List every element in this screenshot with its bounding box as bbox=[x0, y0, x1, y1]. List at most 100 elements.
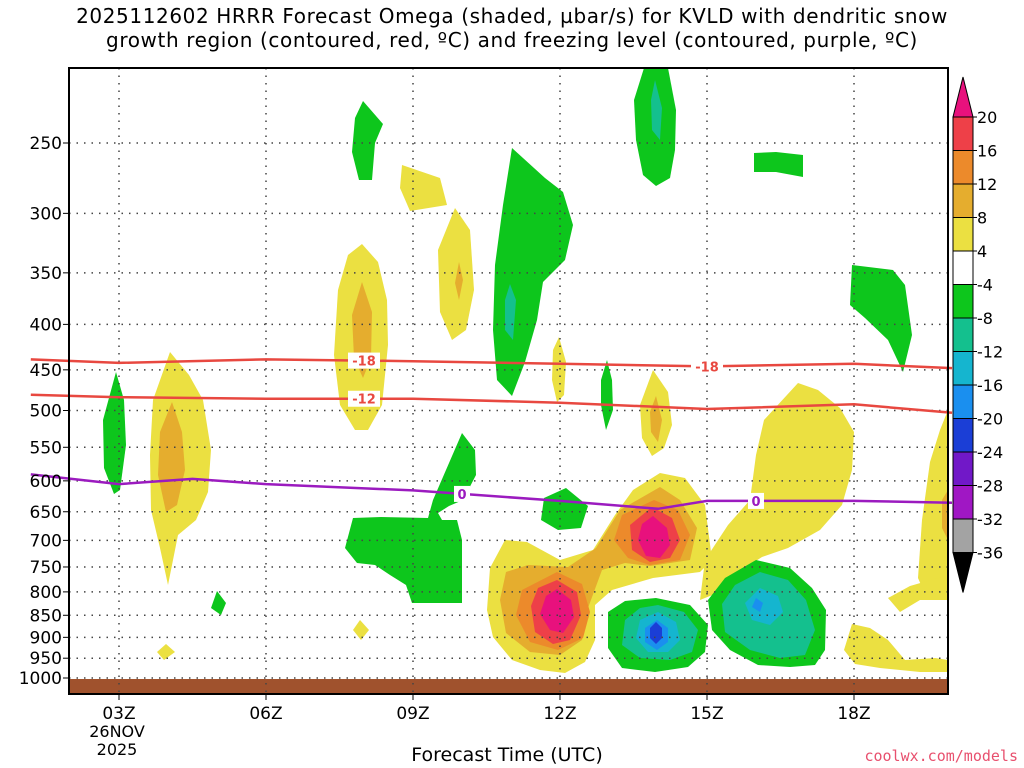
x-tick-label: 12Z bbox=[543, 704, 576, 724]
colorbar-tick-label: -8 bbox=[977, 309, 993, 328]
colorbar-bin bbox=[952, 150, 974, 185]
colorbar-bin bbox=[952, 418, 974, 453]
isotherm-label: -18 bbox=[352, 355, 376, 370]
colorbar-bin bbox=[952, 284, 974, 319]
colorbar-top-arrow bbox=[952, 76, 974, 118]
y-tick-label: 550 bbox=[30, 438, 62, 458]
isotherm-label-bg bbox=[348, 352, 380, 369]
omega-lift-region bbox=[438, 208, 474, 340]
omega-sink-region bbox=[505, 284, 516, 340]
isotherm-label-bg bbox=[454, 485, 470, 502]
omega-lift-region bbox=[455, 262, 463, 300]
ground-surface bbox=[69, 679, 948, 694]
x-tick-sublabel: 2025 bbox=[97, 740, 138, 759]
omega-sink-region bbox=[541, 488, 588, 530]
colorbar-tick-label: 12 bbox=[977, 175, 997, 194]
chart-title-line-2: growth region (contoured, red, ºC) and f… bbox=[106, 28, 918, 52]
colorbar-bin bbox=[952, 217, 974, 252]
x-axis-label-text: Forecast Time (UTC) bbox=[411, 744, 603, 766]
isotherm-label-bg bbox=[348, 390, 380, 407]
omega-lift-region bbox=[158, 402, 185, 512]
omega-lift-region bbox=[157, 644, 175, 660]
colorbar-bin bbox=[952, 250, 974, 285]
colorbar-tick-label: 16 bbox=[977, 142, 997, 161]
y-tick-label: 650 bbox=[30, 503, 62, 523]
omega-sink-region bbox=[745, 588, 783, 625]
y-tick-label: 250 bbox=[30, 134, 62, 154]
x-tick-sublabel: 26NOV bbox=[89, 722, 145, 741]
omega-shading bbox=[103, 68, 948, 673]
colorbar-bin bbox=[952, 384, 974, 419]
y-tick-label: 700 bbox=[30, 531, 62, 551]
colorbar-tick-label: -12 bbox=[977, 343, 1003, 362]
y-tick-label: 300 bbox=[30, 204, 62, 224]
isotherm-label: 0 bbox=[751, 495, 760, 510]
omega-lift-region bbox=[844, 624, 948, 672]
y-tick-label: 350 bbox=[30, 264, 62, 284]
colorbar-bin bbox=[952, 518, 974, 553]
omega-lift-region bbox=[700, 383, 854, 600]
colorbar-tick-label: -24 bbox=[977, 443, 1003, 462]
y-tick-label: 950 bbox=[30, 649, 62, 669]
y-tick-label: 500 bbox=[30, 402, 62, 422]
colorbar-bin bbox=[952, 183, 974, 218]
colorbar-tick-label: -16 bbox=[977, 376, 1003, 395]
isotherm-line bbox=[30, 473, 953, 511]
colorbar-tick-label: 20 bbox=[977, 108, 997, 127]
omega-sink-region bbox=[752, 598, 763, 612]
isotherm-lines: -18 -18 -12 0 0 bbox=[30, 352, 953, 511]
colorbar-bin bbox=[952, 317, 974, 352]
y-tick-label: 900 bbox=[30, 628, 62, 648]
x-axis-label: Forecast Time (UTC) bbox=[0, 744, 1024, 766]
isotherm-line bbox=[30, 393, 953, 415]
omega-sink-region bbox=[103, 372, 126, 494]
source-credit: coolwx.com/models bbox=[864, 747, 1018, 765]
isotherm-label: -18 bbox=[695, 360, 719, 375]
omega-lift-region bbox=[400, 165, 447, 211]
omega-lift-region bbox=[888, 575, 948, 612]
colorbar-bin bbox=[952, 451, 974, 486]
colorbar-bin bbox=[952, 485, 974, 520]
omega-sink-region bbox=[352, 101, 383, 180]
isotherm-line bbox=[30, 358, 953, 370]
omega-lift-region bbox=[540, 589, 574, 633]
omega-sink-region bbox=[754, 152, 803, 177]
colorbar-bottom-arrow bbox=[952, 552, 974, 593]
isotherm-label: -12 bbox=[352, 393, 376, 408]
y-tick-label: 450 bbox=[30, 361, 62, 381]
colorbar-tick-label: -4 bbox=[977, 276, 993, 295]
omega-lift-region bbox=[918, 410, 948, 600]
colorbar-tick-label: -20 bbox=[977, 410, 1003, 429]
colorbar-tick-label: 4 bbox=[977, 242, 987, 261]
omega-lift-region bbox=[638, 516, 670, 558]
omega-sink-region bbox=[850, 265, 912, 372]
y-tick-label: 600 bbox=[30, 472, 62, 492]
omega-sink-region bbox=[650, 622, 662, 644]
colorbar-tick-label: -28 bbox=[977, 477, 1003, 496]
omega-sink-region bbox=[345, 433, 476, 603]
x-tick-label: 15Z bbox=[690, 704, 723, 724]
x-tick-label: 03Z bbox=[102, 704, 135, 724]
chart-title-line-1: 2025112602 HRRR Forecast Omega (shaded, … bbox=[76, 4, 948, 28]
x-tick-label: 18Z bbox=[837, 704, 870, 724]
y-tick-label: 800 bbox=[30, 583, 62, 603]
y-tick-label: 1000 bbox=[19, 669, 62, 689]
isotherm-label-bg bbox=[691, 358, 723, 375]
omega-lift-region bbox=[353, 620, 369, 640]
chart-title: 2025112602 HRRR Forecast Omega (shaded, … bbox=[0, 4, 1024, 52]
y-tick-label: 850 bbox=[30, 606, 62, 626]
colorbar-tick-label: -36 bbox=[977, 544, 1003, 563]
axes: 2503003504004505005506006507007508008509… bbox=[19, 134, 871, 759]
isotherm-label: 0 bbox=[457, 488, 466, 503]
omega-sink-region bbox=[211, 591, 226, 615]
colorbar-tick-label: 8 bbox=[977, 209, 987, 228]
x-tick-label: 06Z bbox=[249, 704, 282, 724]
y-tick-label: 750 bbox=[30, 558, 62, 578]
omega-lift-region bbox=[552, 337, 566, 402]
omega-sink-region bbox=[651, 80, 662, 140]
colorbar-bin bbox=[952, 116, 974, 151]
plot-frame bbox=[68, 67, 949, 695]
omega-sink-region bbox=[601, 360, 613, 430]
isotherm-label-bg bbox=[748, 492, 764, 509]
